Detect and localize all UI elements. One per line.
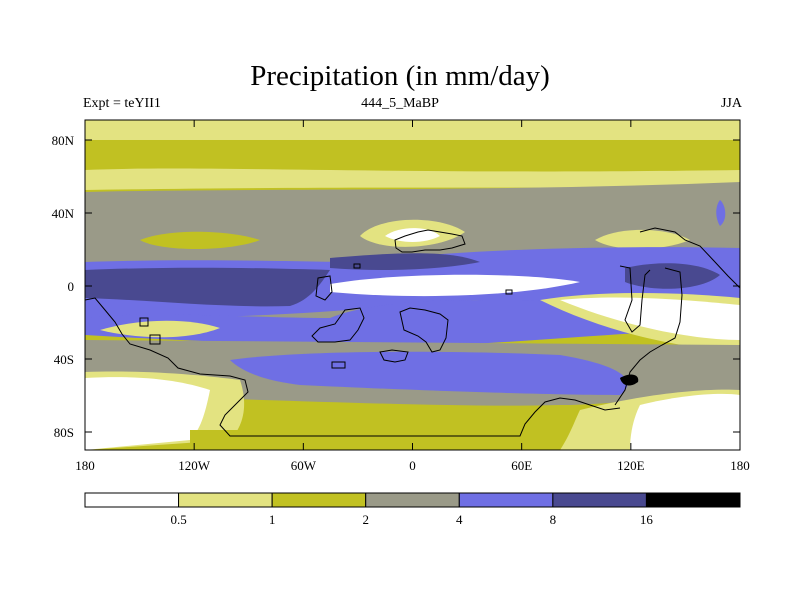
antarctic-coast: [190, 430, 560, 450]
season-label: JJA: [720, 96, 742, 111]
lon-tick-label: 0: [409, 458, 416, 473]
colorbar-label: 2: [362, 512, 369, 527]
colorbar: 0.5 1 2 4 8 16: [84, 492, 741, 527]
island-3: [379, 349, 409, 363]
lon-tick-label: 180: [75, 458, 95, 473]
storm-core: [620, 374, 639, 386]
latitude-axis: 80N 40N 0 40S 80S: [52, 133, 740, 440]
colorbar-swatch: [552, 492, 647, 508]
colorbar-swatch: [178, 492, 273, 508]
colorbar-swatch: [365, 492, 460, 508]
lat-tick-label: 40N: [52, 206, 75, 221]
colorbar-swatch: [645, 492, 741, 508]
colorbar-label: 8: [550, 512, 557, 527]
lon-tick-label: 120E: [617, 458, 645, 473]
colorbar-swatch: [84, 492, 180, 508]
plot-title: Precipitation (in mm/day): [250, 60, 550, 92]
lon-tick-label: 60E: [511, 458, 532, 473]
coastlines: [85, 227, 740, 437]
longitude-axis: 180 120W 60W 0 60E 120E 180: [75, 120, 750, 473]
colorbar-label: 1: [269, 512, 276, 527]
wet-patch-ne: [716, 200, 726, 226]
coastline-south-america-north: [311, 307, 365, 343]
lat-tick-label: 40S: [54, 352, 74, 367]
lat-tick-label: 80S: [54, 425, 74, 440]
island-2: [149, 334, 161, 345]
antarctic-white-east: [630, 393, 740, 450]
colorbar-label: 16: [640, 512, 654, 527]
lon-tick-label: 180: [730, 458, 750, 473]
storm-track: [230, 351, 628, 395]
coastline-indonesia: [614, 267, 683, 406]
band-arctic: [85, 120, 740, 140]
core-wet-east: [625, 263, 720, 289]
lon-tick-label: 120W: [178, 458, 211, 473]
colorbar-swatch: [458, 492, 554, 508]
precipitation-field: [85, 120, 740, 450]
lat-tick-label: 0: [68, 279, 75, 294]
dry-cell-4: [595, 229, 690, 249]
colorbar-swatch: [271, 492, 367, 508]
lon-tick-label: 60W: [291, 458, 317, 473]
island-5: [505, 289, 513, 295]
coastline-europe: [394, 229, 466, 253]
coastline-indochina: [619, 265, 651, 333]
period-label: 444_5_MaBP: [361, 96, 439, 111]
dry-cell-1: [140, 231, 260, 249]
lat-tick-label: 80N: [52, 133, 75, 148]
island-6: [353, 263, 361, 269]
colorbar-label: 4: [456, 512, 463, 527]
core-wet-west: [85, 267, 330, 307]
band-north-dry: [85, 168, 740, 190]
experiment-label: Expt = teYII1: [83, 96, 161, 111]
dry-cell-s1: [100, 320, 220, 338]
dry-tongue: [330, 274, 580, 297]
coastline-gulf: [315, 275, 333, 301]
colorbar-label: 0.5: [170, 512, 186, 527]
coastline-africa: [399, 307, 449, 353]
coastline-southern: [85, 297, 621, 437]
antarctic-white-west: [85, 377, 210, 450]
island-1: [139, 317, 149, 327]
coastline-asia: [639, 227, 740, 289]
dry-core-s2: [560, 297, 740, 340]
island-4: [331, 361, 346, 369]
core-wet-mid: [330, 253, 480, 270]
